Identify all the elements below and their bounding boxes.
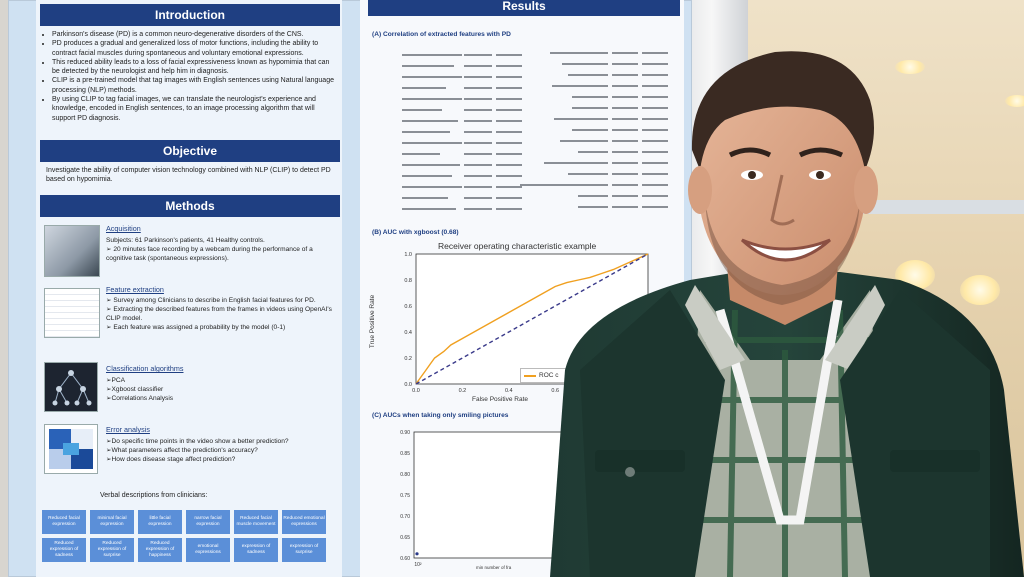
smiling-xtick-label: 10² (414, 562, 422, 568)
person-figure (550, 51, 1024, 577)
objective-text: Investigate the ability of computer visi… (46, 167, 331, 184)
smiling-plot: 0.60 0.65 0.70 0.75 0.80 0.85 0.90 10² (400, 430, 565, 568)
intro-bullet: Parkinson's disease (PD) is a common neu… (52, 30, 338, 39)
feature-extraction-text: ➢ Survey among Clinicians to describe in… (106, 296, 338, 332)
correlation-table (372, 46, 678, 216)
presenter-person (520, 40, 1024, 577)
roc-xtick-label: 0.0 (412, 388, 420, 394)
smiling-ytick-label: 0.90 (400, 430, 410, 436)
legend-label: ROC c (539, 372, 559, 379)
results-section-b: (B) AUC with xgboost (0.68) (372, 229, 459, 236)
smiling-ytick-label: 0.85 (400, 451, 410, 457)
verbal-tile: expression of sadness (234, 538, 278, 562)
roc-ytick-label: 1.0 (404, 252, 412, 258)
chance-diagonal-line (415, 253, 649, 385)
roc-xtick-label: 0.6 (551, 388, 559, 394)
roc-curve-line (415, 253, 649, 385)
feature-line: ➢ Each feature was assigned a probabilit… (106, 324, 286, 331)
classification-title: Classification algorithms (106, 364, 184, 373)
acquisition-title: Acquisition (106, 224, 141, 233)
roc-ytick-label: 0.0 (404, 382, 412, 388)
intro-bullet: This reduced ability leads to a loss of … (52, 58, 338, 77)
roc-ytick-label: 0.2 (404, 356, 412, 362)
verbal-tile: Reduced emotional expressions (282, 510, 326, 534)
verbal-tile: narrow facial expression (186, 510, 230, 534)
roc-ylabel: True Positive Rate (369, 294, 377, 349)
smiling-ytick-label: 0.75 (400, 493, 410, 499)
network-diagram-image (44, 362, 98, 412)
acquisition-line: ➢ 20 minutes face recording by a webcam … (106, 246, 313, 262)
results-section-a: (A) Correlation of extracted features wi… (372, 31, 511, 38)
verbal-tile: Reduced facial expression (42, 510, 86, 534)
smiling-chart: 0.60 0.65 0.70 0.75 0.80 0.85 0.90 10² min numb… (372, 424, 572, 577)
classification-line: ➢Xgboost classifier (106, 386, 164, 393)
acquisition-photo (44, 225, 100, 277)
smiling-ytick-label: 0.70 (400, 514, 410, 520)
smiling-xlabel: min number of fra (476, 565, 512, 570)
intro-bullet: PD produces a gradual and generalized lo… (52, 39, 338, 58)
roc-ytick-label: 0.8 (404, 278, 412, 284)
intro-bullet: By using CLIP to tag facial images, we c… (52, 95, 338, 123)
error-analysis-text: ➢Do specific time points in the video sh… (106, 437, 338, 464)
verbal-tiles: Reduced facial expression minimal facial… (42, 510, 326, 562)
introduction-header: Introduction (40, 4, 340, 26)
feature-extraction-title: Feature extraction (106, 285, 164, 294)
error-analysis-title: Error analysis (106, 425, 150, 434)
verbal-tile: Reduced facial muscle movement (234, 510, 278, 534)
verbal-tile: Reduced expression of sadness (42, 538, 86, 562)
error-line: ➢How does disease stage affect predictio… (106, 456, 236, 463)
results-section-c: (C) AUCs when taking only smiling pictur… (372, 412, 509, 419)
classification-line: ➢Correlations Analysis (106, 395, 174, 402)
smiling-data-point (415, 552, 419, 556)
smiling-ytick-label: 0.60 (400, 556, 410, 562)
confusion-matrix-image (44, 424, 98, 474)
roc-xlabel: False Positive Rate (472, 396, 528, 403)
classification-line: ➢PCA (106, 377, 126, 384)
verbal-title: Verbal descriptions from clinicians: (100, 492, 208, 499)
feature-line: ➢ Extracting the described features from… (106, 306, 332, 322)
verbal-tile: Reduced expression of happiness (138, 538, 182, 562)
methods-header: Methods (40, 195, 340, 217)
ceiling-light (1005, 95, 1024, 107)
verbal-tile: expression of surprise (282, 538, 326, 562)
roc-ytick-label: 0.4 (404, 330, 412, 336)
verbal-tile: Reduced expression of surprise (90, 538, 134, 562)
smiling-ytick-label: 0.80 (400, 472, 410, 478)
roc-ytick-label: 0.6 (404, 304, 412, 310)
intro-bullet: CLIP is a pre-trained model that tag ima… (52, 76, 338, 95)
error-line: ➢What parameters affect the prediction's… (106, 447, 258, 454)
smiling-ytick-label: 0.65 (400, 535, 410, 541)
smiling-plot-frame (413, 431, 565, 559)
objective-header: Objective (40, 140, 340, 162)
error-line: ➢Do specific time points in the video sh… (106, 438, 289, 445)
legend-swatch (524, 374, 536, 377)
correlation-table-rows (402, 52, 668, 210)
verbal-tile: emotional expressions (186, 538, 230, 562)
feature-list-image (44, 288, 100, 338)
roc-xtick-label: 0.2 (459, 388, 467, 394)
roc-chart-title: Receiver operating characteristic exampl… (438, 241, 597, 251)
acquisition-line: Subjects: 61 Parkinson's patients, 41 He… (106, 237, 265, 244)
wall-lamp (960, 275, 1000, 305)
verbal-tile: minimal facial expression (90, 510, 134, 534)
matrix-icon (49, 429, 93, 469)
roc-xtick-label: 0.4 (505, 388, 513, 394)
results-header: Results (368, 0, 680, 16)
network-icon (52, 370, 92, 406)
ceiling-light (895, 60, 925, 74)
introduction-text: Parkinson's disease (PD) is a common neu… (42, 30, 338, 123)
feature-line: ➢ Survey among Clinicians to describe in… (106, 297, 316, 304)
classification-text: ➢PCA ➢Xgboost classifier ➢Correlations A… (106, 376, 326, 403)
acquisition-text: Subjects: 61 Parkinson's patients, 41 He… (106, 236, 336, 263)
verbal-tile: little facial expression (138, 510, 182, 534)
